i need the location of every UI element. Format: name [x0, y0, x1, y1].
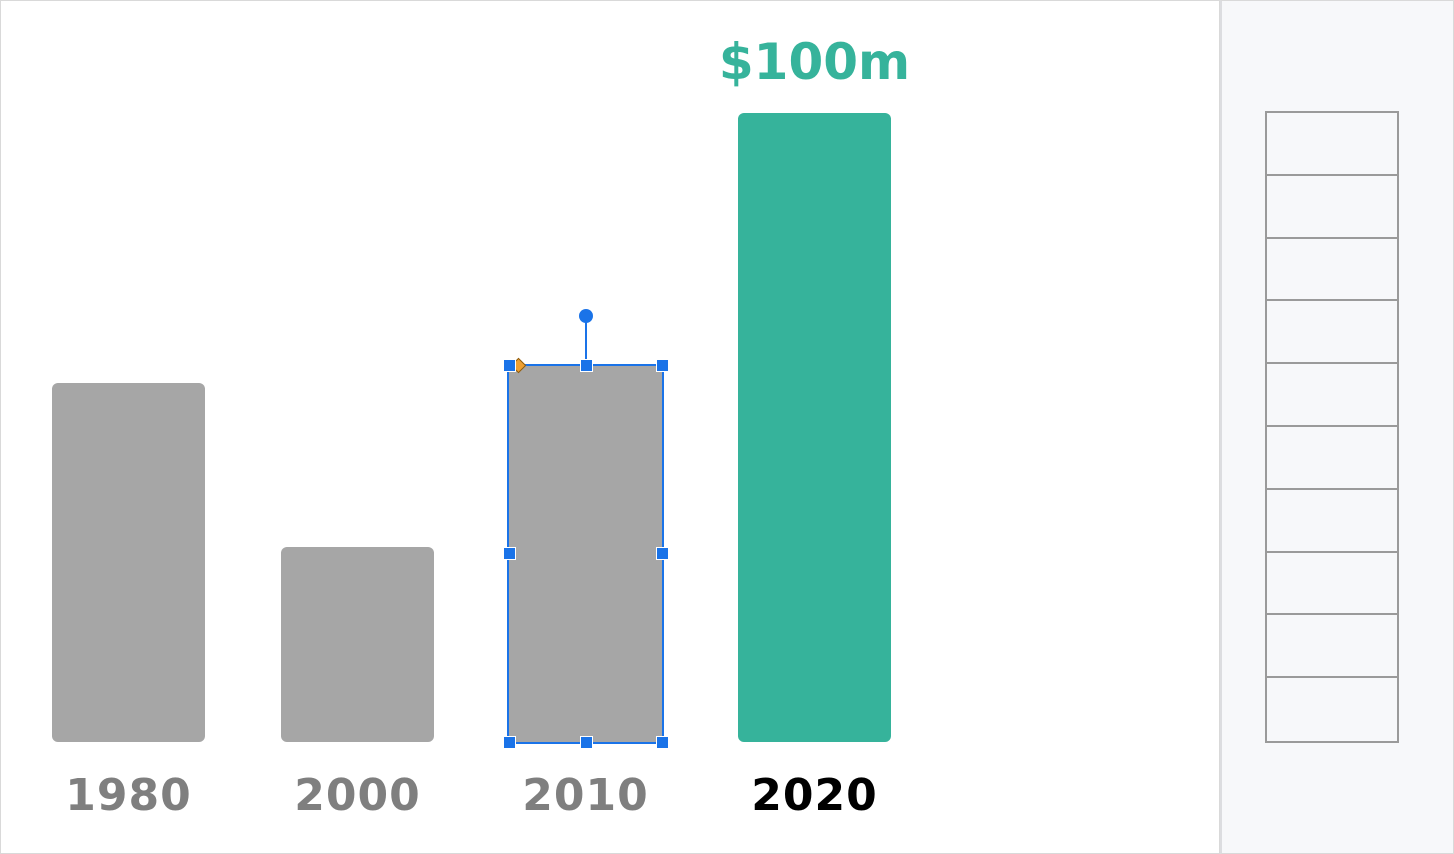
value-label-2020: $100m — [718, 33, 911, 91]
resize-handle-bottom-right[interactable] — [656, 736, 669, 749]
ladder-row[interactable] — [1267, 113, 1397, 176]
bar-2010[interactable] — [509, 364, 662, 742]
bar-2000[interactable] — [281, 547, 434, 742]
category-label-1980: 1980 — [65, 770, 192, 821]
resize-handle-middle-left[interactable] — [503, 547, 516, 561]
bar-1980[interactable] — [52, 383, 205, 742]
ladder-row[interactable] — [1267, 427, 1397, 490]
ladder-row[interactable] — [1267, 553, 1397, 616]
rotate-stem — [584, 316, 587, 365]
ladder-row[interactable] — [1267, 301, 1397, 365]
layout-ladder-grid[interactable] — [1265, 111, 1399, 743]
bar-2020[interactable] — [738, 113, 891, 742]
ladder-row[interactable] — [1267, 364, 1397, 427]
category-label-2000: 2000 — [294, 770, 421, 821]
resize-handle-top-right[interactable] — [656, 358, 669, 372]
resize-handle-top-center[interactable] — [579, 358, 593, 372]
resize-handle-top-left[interactable] — [503, 358, 516, 372]
resize-handle-middle-right[interactable] — [656, 547, 669, 561]
ladder-row[interactable] — [1267, 239, 1397, 302]
category-label-2020: 2020 — [751, 770, 878, 821]
ladder-row[interactable] — [1267, 615, 1397, 679]
rotate-handle[interactable] — [578, 308, 593, 323]
resize-handle-bottom-left[interactable] — [503, 736, 516, 749]
category-label-2010: 2010 — [522, 770, 649, 821]
ladder-row[interactable] — [1267, 678, 1397, 741]
resize-handle-bottom-center[interactable] — [579, 736, 593, 749]
ladder-row[interactable] — [1267, 176, 1397, 239]
ladder-row[interactable] — [1267, 490, 1397, 553]
